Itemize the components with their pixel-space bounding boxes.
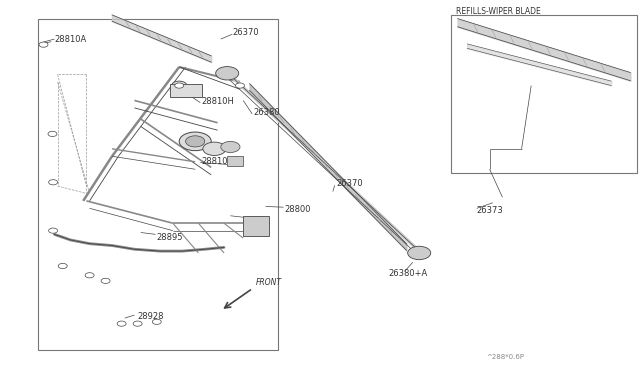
Circle shape [221, 141, 240, 153]
Circle shape [117, 321, 126, 326]
Text: 28895: 28895 [157, 233, 183, 242]
Bar [38, 19, 278, 350]
Text: 26380+A: 26380+A [388, 269, 428, 278]
Text: 28810H: 28810H [202, 97, 234, 106]
Bar [170, 84, 202, 97]
Circle shape [175, 83, 184, 88]
Circle shape [49, 180, 58, 185]
Circle shape [408, 246, 431, 260]
Circle shape [85, 273, 94, 278]
Bar [243, 216, 269, 236]
Circle shape [186, 136, 205, 147]
Text: 26370: 26370 [336, 179, 363, 188]
Text: 26370: 26370 [232, 28, 259, 37]
Circle shape [172, 81, 187, 90]
Text: 28800: 28800 [285, 205, 311, 214]
Text: 26380: 26380 [253, 108, 280, 117]
Text: 28810A: 28810A [54, 35, 86, 44]
Bar [227, 156, 243, 166]
Circle shape [179, 132, 211, 151]
Text: 26373: 26373 [477, 206, 504, 215]
Circle shape [49, 228, 58, 233]
Circle shape [48, 131, 57, 137]
Bar [451, 15, 637, 173]
Circle shape [236, 83, 244, 88]
Circle shape [152, 319, 161, 324]
Circle shape [133, 321, 142, 326]
Text: 28810: 28810 [202, 157, 228, 166]
Circle shape [39, 42, 48, 47]
Circle shape [203, 142, 226, 155]
Text: ^288*0.6P: ^288*0.6P [486, 354, 524, 360]
Circle shape [101, 278, 110, 283]
Circle shape [216, 67, 239, 80]
Text: REFILLS-WIPER BLADE: REFILLS-WIPER BLADE [456, 7, 541, 16]
Text: FRONT: FRONT [256, 278, 282, 287]
Text: 28928: 28928 [138, 312, 164, 321]
Circle shape [58, 263, 67, 269]
